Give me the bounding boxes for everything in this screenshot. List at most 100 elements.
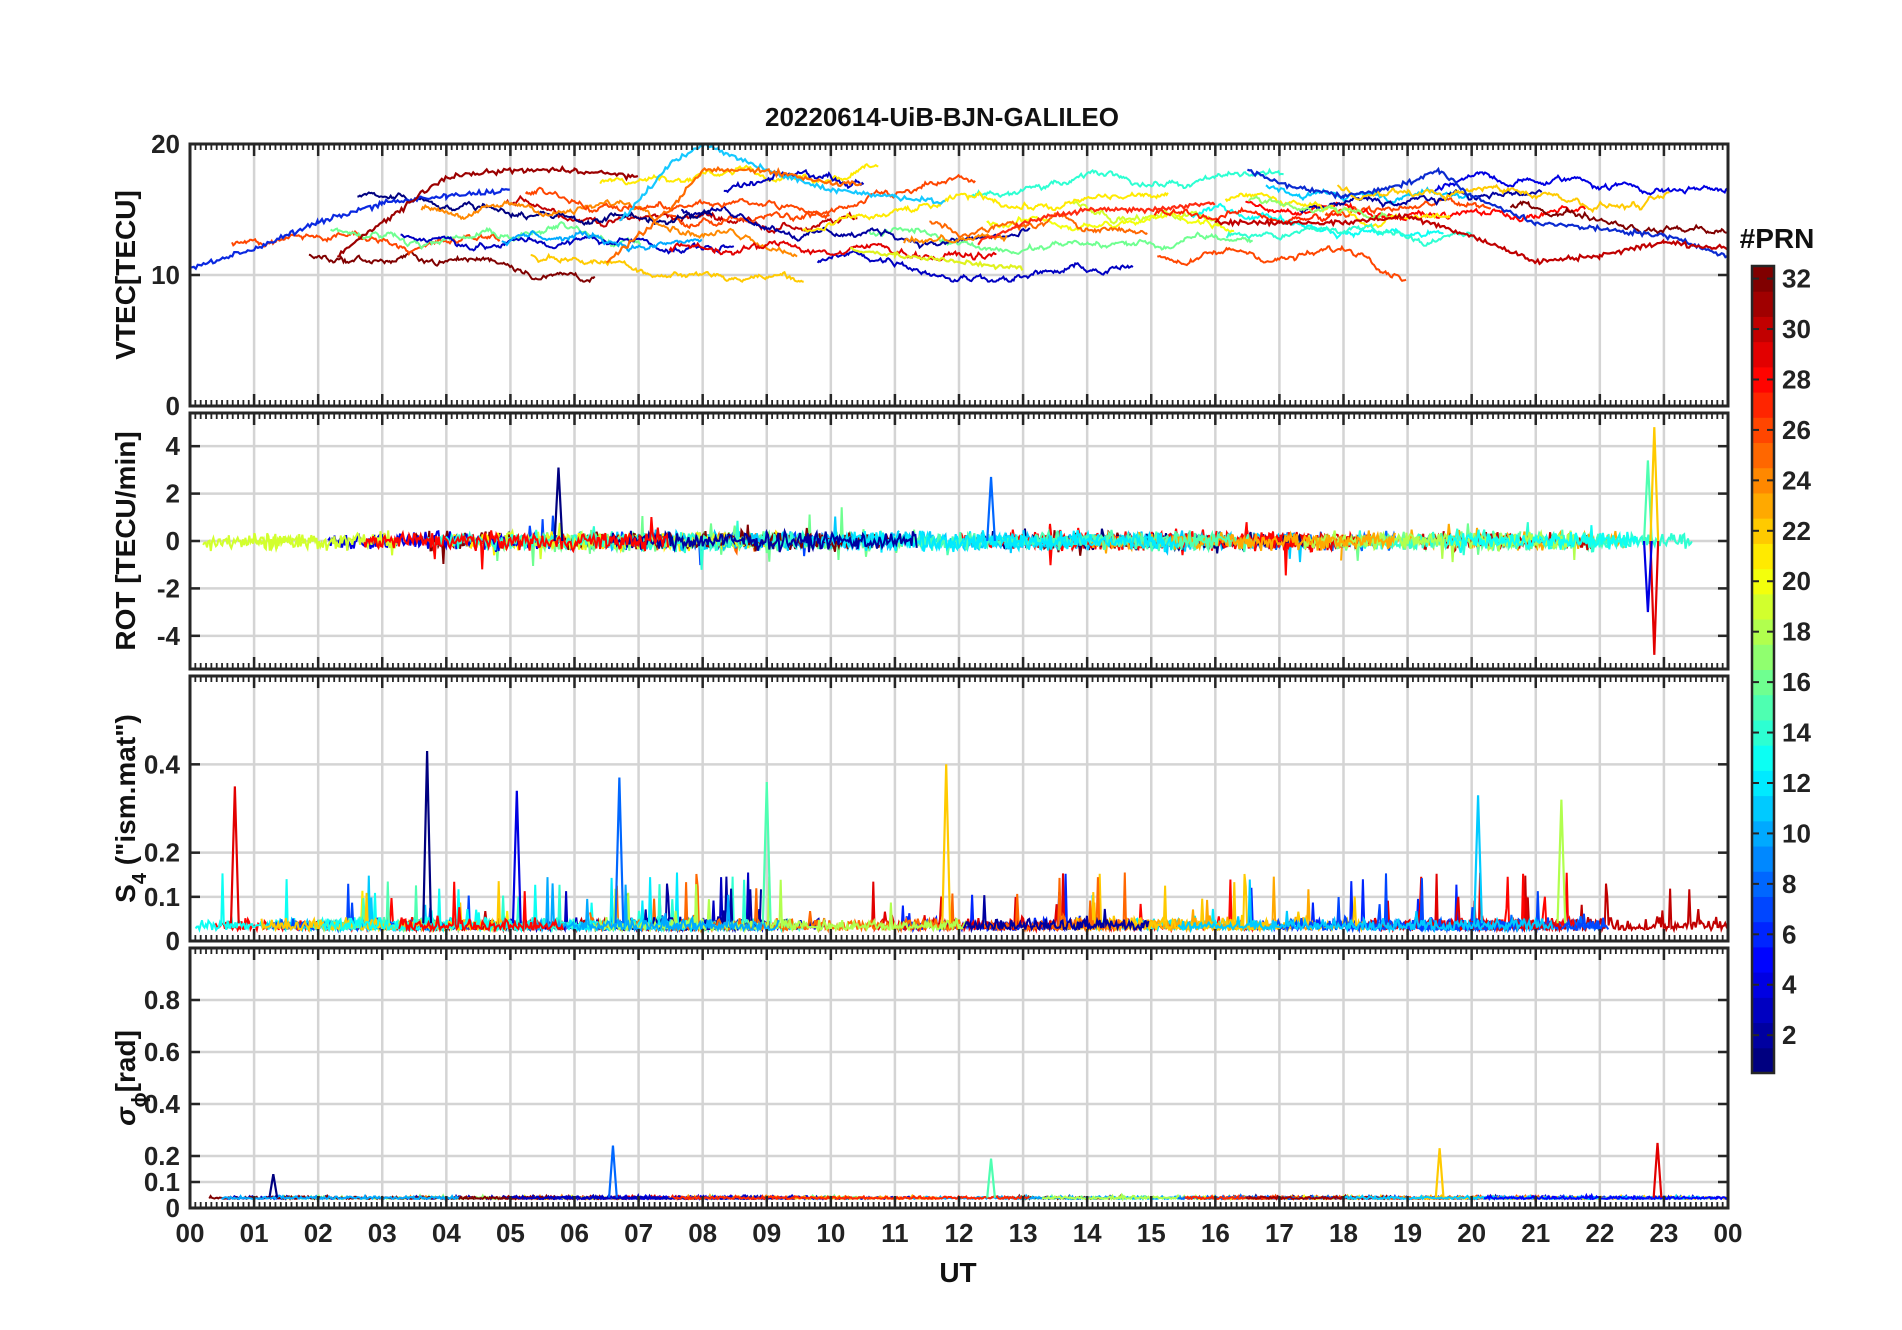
colorbar-segment [1752, 770, 1774, 797]
colorbar-segment [1752, 846, 1774, 872]
panel-vtec: 0 10 20 VTEC[TECU] [110, 129, 1730, 421]
colorbar-segment [1752, 896, 1774, 923]
x-tick-label: 10 [816, 1218, 845, 1248]
y-tick-label: 10 [151, 260, 180, 290]
y-tick-label: 20 [151, 129, 180, 159]
colorbar-tick-label: 18 [1782, 617, 1811, 647]
trace-prn-10 [220, 1193, 460, 1201]
peak-mark [268, 1174, 279, 1198]
y-tick-label: 0.4 [144, 749, 181, 779]
x-tick-label: 15 [1137, 1218, 1166, 1248]
trace-prn-10 [501, 229, 703, 253]
colorbar-tick-label: 16 [1782, 667, 1811, 697]
trace-prn-14 [1225, 222, 1475, 247]
colorbar-tick-label: 30 [1782, 314, 1811, 344]
x-axis-label: UT [939, 1257, 976, 1288]
trace-prn-2 [1299, 188, 1543, 215]
trace-prn-24 [420, 199, 798, 258]
colorbar-tick-label: 20 [1782, 566, 1811, 596]
colorbar-segment [1752, 946, 1774, 973]
x-tick-label: 03 [368, 1218, 397, 1248]
peak-mark [1652, 1142, 1663, 1198]
traces [194, 751, 1728, 934]
colorbar-segment [1752, 997, 1774, 1024]
x-tick-label: 19 [1393, 1218, 1422, 1248]
series-prn-31 [336, 165, 639, 258]
trace-prn-2 [608, 527, 918, 553]
y-tick-label: 2 [166, 479, 180, 509]
trace-prn-32 [1509, 200, 1727, 236]
colorbar-tick-label: 2 [1782, 1020, 1796, 1050]
x-tick-label: 06 [560, 1218, 589, 1248]
trace-prn-27 [670, 1194, 1030, 1201]
peak-mark [986, 476, 996, 542]
peak-mark [422, 751, 433, 924]
peak-mark [1649, 540, 1660, 655]
trace-prn-25 [673, 888, 961, 934]
traces [208, 1142, 1728, 1202]
y-tick-label: 0.8 [144, 985, 180, 1015]
colorbar-segment [1752, 417, 1774, 444]
colorbar-tick-label: 4 [1782, 970, 1797, 1000]
colorbar-tick-label: 12 [1782, 768, 1811, 798]
trace-prn-28 [363, 517, 670, 570]
trace-prn-30 [505, 194, 858, 235]
y-tick-label: 0.2 [144, 838, 180, 868]
colorbar-segment [1752, 694, 1774, 721]
y-axis-label: VTEC[TECU] [110, 190, 141, 360]
trace-prn-17 [1247, 195, 1388, 220]
trace-prn-3 [400, 233, 735, 255]
colorbar-segment [1752, 543, 1774, 570]
trace-prn-5 [1483, 1192, 1728, 1201]
colorbar-segment [1752, 619, 1774, 645]
series-prn-28 [977, 201, 1216, 246]
y-axis-label: σϕ[rad] [110, 1030, 151, 1126]
colorbar-segment [1752, 291, 1774, 317]
y-tick-label: 0.1 [144, 882, 180, 912]
colorbar-segment [1752, 795, 1774, 822]
y-tick-label: 0.4 [144, 1089, 181, 1119]
series-prn-30 [1214, 212, 1728, 266]
series-prn-24 [605, 165, 862, 264]
peak-mark [1434, 1148, 1445, 1198]
panel-s4: 0 0.1 0.2 0.4S4 ("ism.mat") [110, 674, 1730, 956]
x-tick-label: 22 [1585, 1218, 1614, 1248]
y-tick-label: 0.6 [144, 1037, 180, 1067]
x-tick-label: 16 [1201, 1218, 1230, 1248]
colorbar-tick-label: 14 [1782, 718, 1811, 748]
panel-rot: -4 -2 0 2 4 ROT [TECU/min] [110, 411, 1730, 671]
colorbar-segment [1752, 719, 1774, 746]
colorbar-title: #PRN [1740, 223, 1815, 254]
trace-prn-29 [668, 239, 997, 262]
y-tick-label: 4 [166, 431, 181, 461]
trace-prn-4 [1434, 171, 1728, 196]
traces [202, 427, 1693, 655]
colorbar-segment [1752, 871, 1774, 897]
colorbar-tick-label: 6 [1782, 919, 1796, 949]
peak-mark [1473, 795, 1484, 924]
figure-title: 20220614-UiB-BJN-GALILEO [765, 102, 1119, 132]
y-tick-label: 0 [166, 526, 180, 556]
x-tick-label: 11 [881, 1218, 909, 1248]
colorbar-segment [1752, 266, 1774, 292]
colorbar-segment [1752, 392, 1774, 418]
trace-prn-26 [668, 173, 976, 230]
colorbar-tick-label: 32 [1782, 264, 1811, 294]
x-tick-label: 13 [1009, 1218, 1038, 1248]
trace-prn-13 [1446, 525, 1640, 554]
x-tick-label: 04 [432, 1218, 461, 1248]
trace-prn-27 [1153, 206, 1343, 225]
y-tick-label: 0.2 [144, 1141, 180, 1171]
trace-prn-19 [1071, 200, 1219, 225]
y-axis-label: S4 ("ism.mat") [110, 714, 151, 903]
colorbar-segment [1752, 669, 1774, 696]
y-tick-label: 0 [166, 1193, 180, 1223]
trace-prn-16 [868, 226, 1253, 255]
y-tick-label: -2 [157, 573, 180, 603]
colorbar-segment [1752, 593, 1774, 620]
series-prn-4 [1246, 166, 1728, 259]
peak-mark [1556, 799, 1567, 924]
